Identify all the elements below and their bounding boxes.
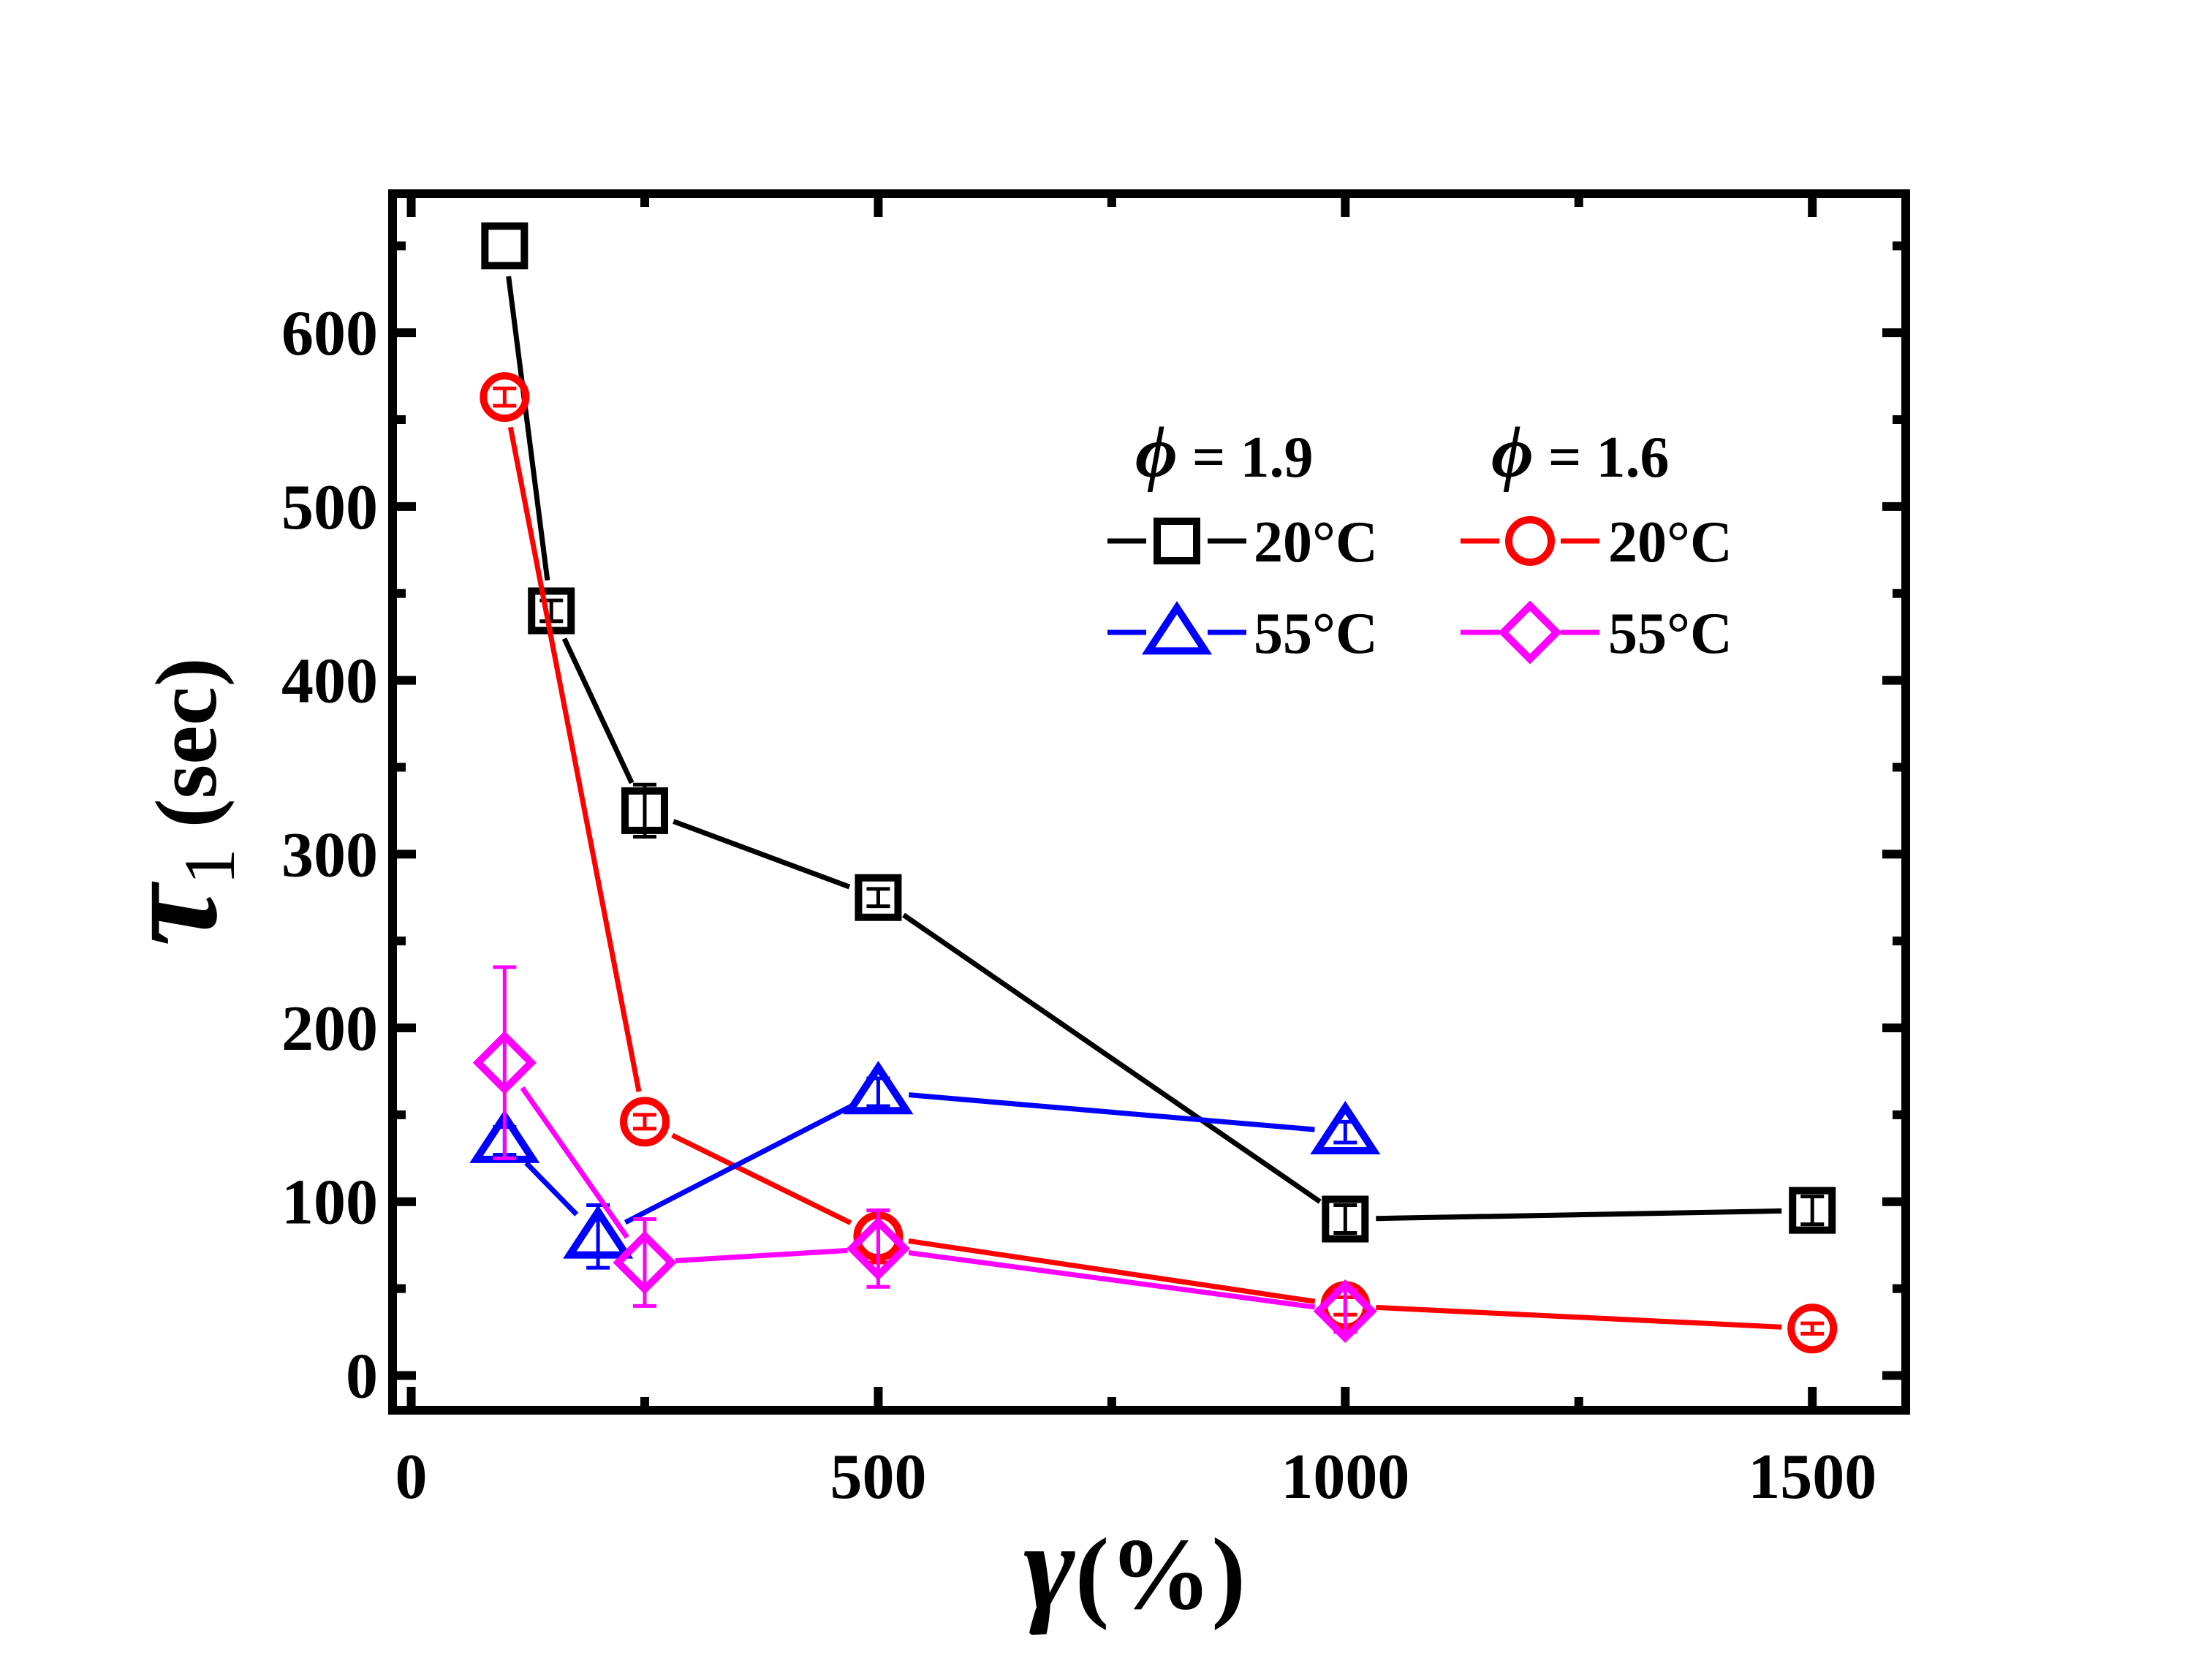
legend-entry-1: 20°C (1461, 510, 1732, 575)
legend-marker (1498, 600, 1562, 665)
x-tick-label: 1000 (1281, 1442, 1409, 1513)
legend: ϕ = 1.9 ϕ = 1.6 20°C 20°C 55°C 55°C (1107, 412, 1732, 666)
data-point (472, 1031, 537, 1095)
data-point (846, 1217, 910, 1281)
y-tick-label: 100 (281, 1168, 378, 1238)
legend-header-phi-1-6: ϕ = 1.6 (1491, 412, 1669, 493)
data-point (1322, 1195, 1369, 1243)
y-tick-label: 200 (281, 994, 378, 1064)
legend-header-phi-1-9: ϕ = 1.9 (1135, 412, 1313, 493)
phi-value-1: = 1.9 (1178, 425, 1314, 490)
y-axis-symbol: τ (93, 881, 246, 947)
phi-value-2: = 1.6 (1534, 425, 1670, 490)
x-axis-title: γ(%) (1023, 1498, 1246, 1635)
y-axis-subscript: 1 (169, 848, 250, 885)
series-line-segment (1376, 1304, 1782, 1330)
legend-label: 55°C (1608, 602, 1732, 666)
data-point (613, 1230, 677, 1295)
series-line-segment (675, 1247, 848, 1263)
x-tick-label: 0 (395, 1442, 428, 1513)
series-line-segment (524, 1161, 579, 1217)
series-line-segment (908, 1238, 1316, 1304)
series-line-segment (507, 426, 642, 1092)
marks-layer (469, 222, 1838, 1354)
y-tick-label: 400 (281, 646, 378, 717)
data-point (1310, 1100, 1381, 1154)
data-point (621, 787, 668, 834)
data-point (480, 372, 530, 423)
y-axis-title: τ1 (sec) (93, 657, 250, 947)
phi-symbol-1: ϕ (1135, 412, 1178, 493)
data-point (620, 1097, 670, 1147)
x-axis-unit: (%) (1075, 1518, 1246, 1631)
data-point (481, 222, 529, 270)
legend-label: 20°C (1608, 510, 1732, 575)
data-point (1313, 1279, 1377, 1344)
series-line-segment (908, 1250, 1316, 1310)
tick-labels: 0 500 1000 1500 0 100 200 300 400 500 600 (281, 298, 1876, 1513)
data-point (1789, 1187, 1836, 1234)
data-point (528, 587, 575, 635)
series-line-segment (673, 819, 851, 890)
series-3 (472, 965, 1377, 1344)
y-tick-label: 600 (281, 298, 378, 369)
legend-entry-3: 55°C (1461, 600, 1732, 666)
series-line-segment (902, 912, 1322, 1204)
x-tick-label: 500 (830, 1442, 926, 1513)
data-point (1787, 1303, 1838, 1354)
series-line-segment (506, 276, 550, 581)
series-2 (469, 1061, 1381, 1270)
legend-label: 55°C (1254, 602, 1378, 666)
legend-entry-0: 20°C (1107, 510, 1378, 575)
plot-frame (388, 189, 1910, 1415)
legend-marker (1505, 516, 1555, 566)
x-axis-symbol: γ (1023, 1498, 1075, 1635)
ticks-layer (393, 194, 1906, 1410)
y-axis-unit: (sec) (137, 657, 235, 828)
series-line-segment (624, 1104, 852, 1225)
legend-label: 20°C (1254, 510, 1378, 575)
y-tick-label: 0 (346, 1341, 378, 1412)
series-line-segment (1376, 1208, 1782, 1222)
legend-marker (1154, 518, 1200, 564)
data-point (843, 1061, 914, 1115)
legend-entries: 20°C 20°C 55°C 55°C (1107, 510, 1732, 666)
series-line-segment (671, 1132, 852, 1225)
legend-entry-2: 55°C (1107, 601, 1378, 666)
phi-symbol-2: ϕ (1491, 412, 1534, 493)
series-line-segment (520, 1086, 629, 1239)
data-point (563, 1205, 634, 1259)
data-point (855, 874, 902, 921)
y-tick-label: 300 (281, 820, 378, 890)
legend-marker (1141, 601, 1213, 655)
series-line-segment (561, 637, 635, 784)
series-line-segment (908, 1092, 1315, 1132)
series-0 (481, 222, 1836, 1243)
x-tick-label: 1500 (1748, 1442, 1876, 1513)
y-tick-label: 500 (281, 472, 378, 543)
